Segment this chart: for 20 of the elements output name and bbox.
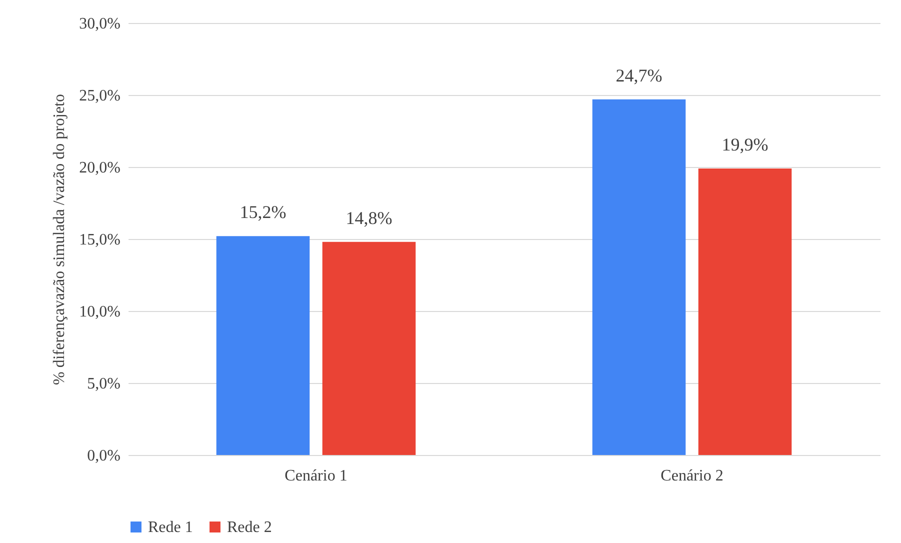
x-tick-label: Cenário 1 xyxy=(284,468,348,484)
data-label: 19,9% xyxy=(722,134,768,154)
data-label: 15,2% xyxy=(240,202,286,222)
x-tick-label: Cenário 2 xyxy=(660,468,724,484)
legend-label: Rede 2 xyxy=(227,519,272,536)
bar xyxy=(698,168,792,455)
bar xyxy=(322,242,416,455)
y-tick-label: 0,0% xyxy=(87,448,120,464)
y-axis-title: % diferençavazão simulada /vazão do projeto xyxy=(51,94,68,385)
y-tick-label: 30,0% xyxy=(79,16,120,32)
bar xyxy=(216,236,310,455)
y-tick-label: 5,0% xyxy=(87,376,120,392)
data-label: 24,7% xyxy=(616,65,662,86)
y-tick-label: 15,0% xyxy=(79,232,120,248)
legend-label: Rede 1 xyxy=(148,519,193,536)
data-label: 14,8% xyxy=(346,208,392,228)
y-tick-label: 25,0% xyxy=(79,88,120,104)
bar xyxy=(592,99,686,455)
y-tick-label: 10,0% xyxy=(79,304,120,320)
y-tick-label: 20,0% xyxy=(79,160,120,176)
